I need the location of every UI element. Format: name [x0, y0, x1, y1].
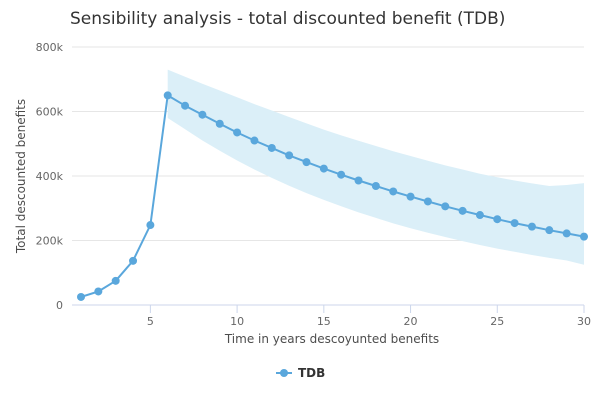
data-point[interactable]	[371, 181, 380, 190]
x-tick-label: 5	[147, 315, 154, 328]
y-tick-label: 400k	[36, 170, 64, 183]
y-tick-label: 800k	[36, 41, 64, 54]
data-point[interactable]	[510, 219, 519, 228]
data-point[interactable]	[441, 202, 450, 211]
x-tick-label: 25	[490, 315, 504, 328]
x-tick-label: 15	[317, 315, 331, 328]
data-point[interactable]	[267, 143, 276, 152]
data-point[interactable]	[94, 287, 103, 296]
data-point[interactable]	[163, 91, 172, 100]
legend[interactable]: TDB	[276, 366, 325, 380]
legend-marker-icon	[280, 369, 288, 377]
data-point[interactable]	[423, 197, 432, 206]
series-tdb	[77, 91, 588, 301]
x-axis: 5 10 15 20 25 30	[72, 304, 591, 328]
confidence-band	[167, 69, 584, 265]
data-point[interactable]	[354, 176, 363, 185]
data-point[interactable]	[215, 119, 224, 128]
data-point[interactable]	[302, 158, 311, 167]
data-point[interactable]	[181, 101, 190, 110]
data-point[interactable]	[111, 276, 120, 285]
x-tick-label: 30	[577, 315, 591, 328]
y-axis-label: Total descounted benefits	[14, 99, 28, 254]
data-point[interactable]	[337, 170, 346, 179]
data-point[interactable]	[250, 136, 259, 145]
y-tick-label: 200k	[36, 235, 64, 248]
data-point[interactable]	[319, 164, 328, 173]
data-point[interactable]	[233, 128, 242, 137]
data-point[interactable]	[545, 226, 554, 235]
data-point[interactable]	[77, 292, 85, 301]
data-point[interactable]	[562, 229, 571, 238]
data-point[interactable]	[146, 221, 155, 230]
data-point[interactable]	[198, 110, 207, 119]
data-point[interactable]	[389, 187, 398, 196]
data-point[interactable]	[493, 215, 502, 224]
data-point[interactable]	[527, 222, 536, 231]
legend-label-tdb: TDB	[298, 366, 325, 380]
chart-title: Sensibility analysis - total discounted …	[70, 9, 505, 29]
data-point[interactable]	[580, 232, 588, 241]
data-point[interactable]	[285, 151, 294, 160]
data-point[interactable]	[406, 192, 415, 201]
y-tick-label: 600k	[36, 106, 64, 119]
data-point[interactable]	[475, 211, 484, 220]
y-axis: 0 200k 400k 600k 800k	[36, 41, 64, 312]
x-axis-label: Time in years descoyunted benefits	[224, 332, 439, 346]
y-tick-label: 0	[56, 299, 63, 312]
x-tick-label: 20	[404, 315, 418, 328]
range-area	[167, 69, 584, 265]
data-point[interactable]	[458, 206, 467, 215]
x-tick-label: 10	[230, 315, 244, 328]
data-point[interactable]	[129, 256, 138, 265]
